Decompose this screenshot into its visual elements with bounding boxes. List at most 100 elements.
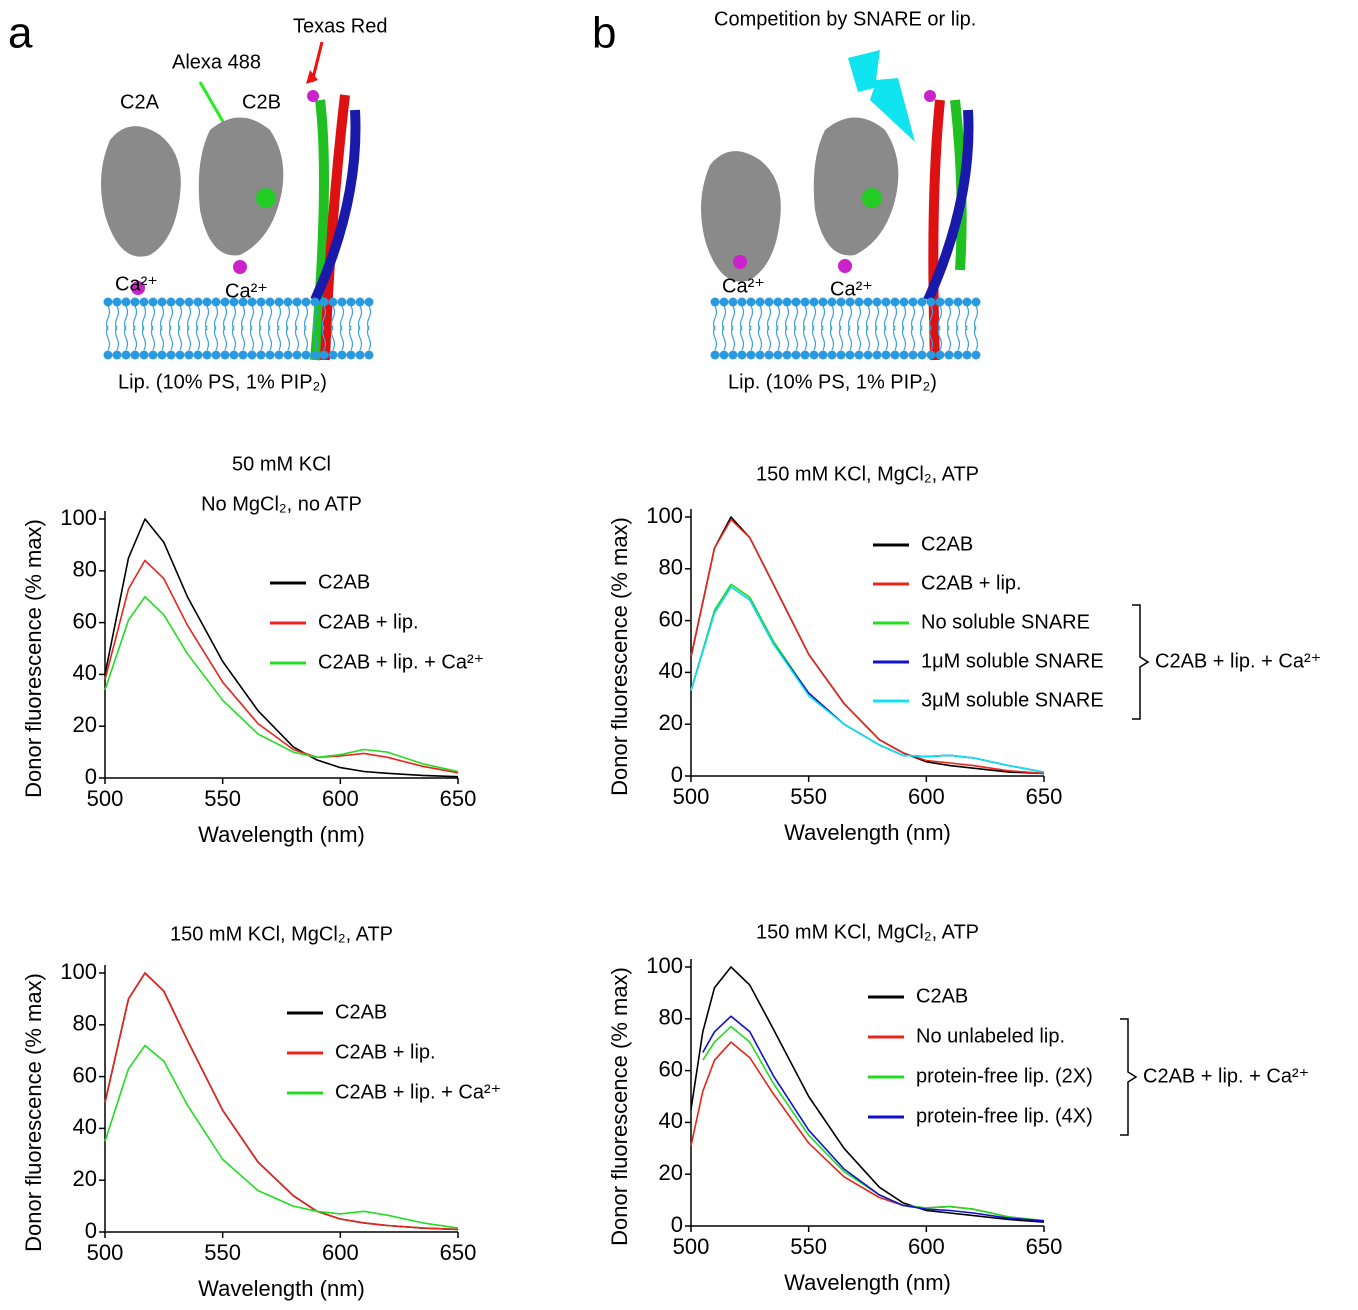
lipid-head	[935, 297, 945, 307]
lipid-head	[800, 297, 810, 307]
y-tick-label: 60	[659, 606, 683, 631]
lipid-head	[926, 297, 936, 307]
lipid-head	[139, 350, 149, 360]
lipid-head	[836, 350, 846, 360]
chart-title: 150 mM KCl, MgCl₂, ATP	[170, 923, 393, 945]
series-line	[690, 586, 1045, 773]
lipid-tail	[919, 305, 925, 351]
y-tick-label: 100	[646, 503, 683, 528]
legend-label: C2AB	[335, 1001, 387, 1023]
legend-label: C2AB	[921, 533, 973, 555]
y-tick-label: 100	[60, 959, 97, 984]
legend-label: 1μM soluble SNARE	[921, 650, 1104, 672]
lipid-tail	[838, 305, 844, 351]
lipid-head	[184, 297, 194, 307]
y-tick-label: 40	[659, 1108, 683, 1133]
lipid-tail	[946, 305, 952, 351]
c2a-domain	[701, 151, 781, 282]
series-line	[104, 972, 459, 1231]
lipid-head	[121, 297, 131, 307]
lipid-tail	[177, 305, 183, 351]
lipid-tail	[132, 305, 138, 351]
lipid-head	[773, 350, 783, 360]
lipid-head	[719, 297, 729, 307]
lipid-head	[890, 297, 900, 307]
lipid-tail	[141, 305, 147, 351]
calcium	[131, 281, 145, 295]
lipid-head	[899, 297, 909, 307]
lipid-tail	[811, 305, 817, 351]
c2b-domain	[813, 117, 899, 256]
lipid-head	[301, 297, 311, 307]
y-tick-label: 80	[659, 555, 683, 580]
label: C2A	[120, 91, 160, 113]
lipid-head	[764, 297, 774, 307]
lipid-head	[193, 350, 203, 360]
lipid-head	[328, 297, 338, 307]
lipid-head	[782, 350, 792, 360]
lipid-head	[791, 297, 801, 307]
x-tick-label: 500	[87, 786, 124, 811]
y-tick-label: 80	[73, 1011, 97, 1036]
label: Ca²⁺	[115, 273, 158, 295]
y-tick-label: 100	[60, 505, 97, 530]
lipid-head	[319, 350, 329, 360]
lipid-head	[899, 350, 909, 360]
calcium	[233, 260, 247, 274]
lipid-head	[301, 350, 311, 360]
lipid-head	[283, 350, 293, 360]
label: Texas Red	[293, 15, 388, 37]
x-axis-label: Wavelength (nm)	[198, 822, 365, 847]
lipid-tail	[159, 305, 165, 351]
lipid-tail	[766, 305, 772, 351]
panel-letter: b	[592, 9, 616, 58]
legend-label: 3μM soluble SNARE	[921, 689, 1104, 711]
lipid-tail	[276, 305, 282, 351]
lipid-tail	[150, 305, 156, 351]
diagram-a: a Texas Red Alexa 488 C2A C2B Ca²⁺ Ca²⁺ …	[8, 9, 388, 394]
lipid-head	[908, 350, 918, 360]
lipid-head	[755, 350, 765, 360]
lipid-head	[337, 350, 347, 360]
y-tick-label: 100	[646, 953, 683, 978]
lipid-head	[265, 350, 275, 360]
chart-title: 50 mM KCl	[232, 453, 331, 475]
lipid-head	[319, 297, 329, 307]
lipid-tail	[105, 305, 111, 351]
x-tick-label: 550	[790, 1234, 827, 1259]
y-axis-label: Donor fluorescence (% max)	[21, 519, 46, 798]
lipid-head	[220, 297, 230, 307]
legend-label: No unlabeled lip.	[916, 1025, 1065, 1047]
lipid-head	[121, 350, 131, 360]
y-tick-label: 80	[73, 557, 97, 582]
legend-label: C2AB + lip. + Ca²⁺	[335, 1081, 501, 1103]
lipid-head	[103, 297, 113, 307]
lipid-tail	[910, 305, 916, 351]
legend-label: C2AB + lip.	[335, 1041, 436, 1063]
x-tick-label: 600	[908, 1234, 945, 1259]
lipid-tail	[865, 305, 871, 351]
x-tick-label: 600	[908, 784, 945, 809]
dye	[862, 188, 882, 208]
lipid-tail	[222, 305, 228, 351]
lipid-tail	[892, 305, 898, 351]
lipid-head	[229, 297, 239, 307]
calcium	[733, 255, 747, 269]
lipid-head	[728, 297, 738, 307]
lipid-tail	[114, 305, 120, 351]
lipid-head	[175, 297, 185, 307]
y-axis-label: Donor fluorescence (% max)	[607, 967, 632, 1246]
lipid-head	[310, 297, 320, 307]
lipid-head	[935, 350, 945, 360]
lipid-head	[247, 350, 257, 360]
lipid-head	[881, 297, 891, 307]
brace	[1132, 604, 1150, 720]
lipid-head	[247, 297, 257, 307]
lipid-head	[818, 350, 828, 360]
y-tick-label: 20	[659, 710, 683, 735]
lipid-head	[962, 350, 972, 360]
lipid-tail	[249, 305, 255, 351]
lipid-tail	[973, 305, 979, 351]
lipid-tail	[739, 305, 745, 351]
lipid-tail	[267, 305, 273, 351]
